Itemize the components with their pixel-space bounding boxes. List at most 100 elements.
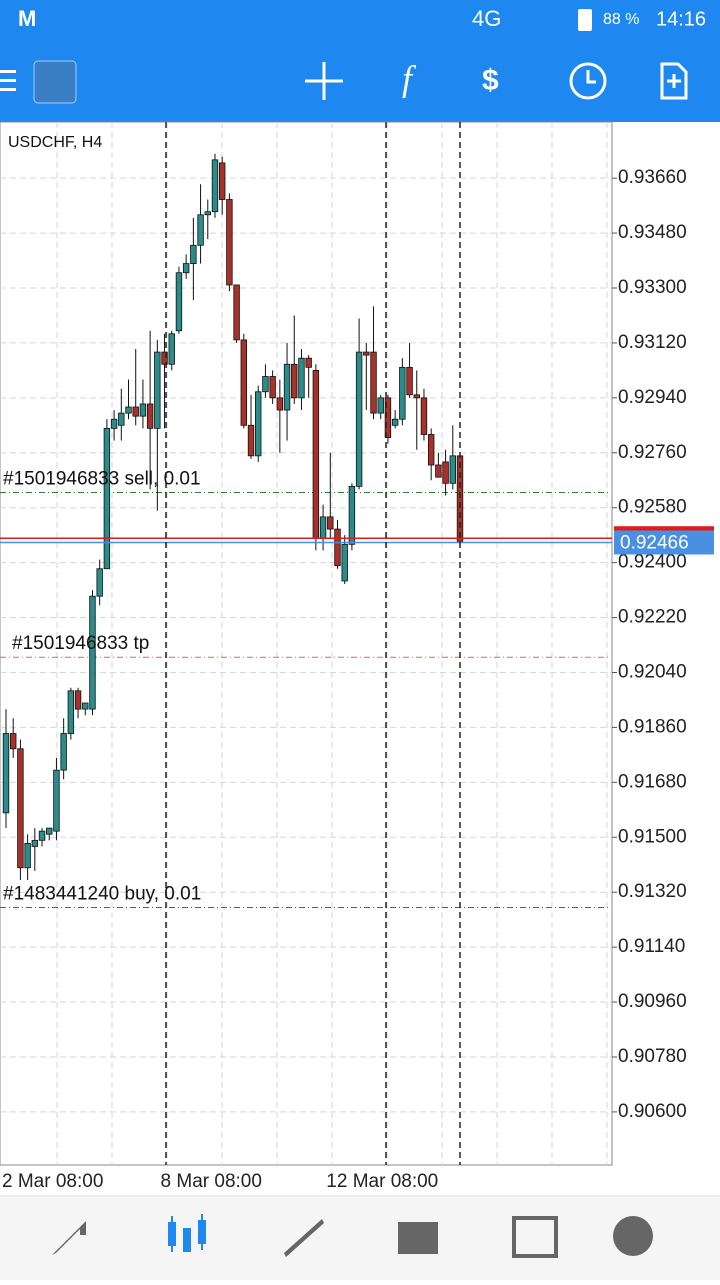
candle-body xyxy=(341,543,348,582)
candle-body xyxy=(370,351,377,414)
candle-body xyxy=(74,690,82,710)
candle-body xyxy=(399,366,406,420)
battery: 88 % xyxy=(603,11,639,28)
candle-body xyxy=(125,406,132,414)
y-tick-label: 0.93660 xyxy=(618,167,687,188)
candle-body xyxy=(377,397,384,414)
candle-body xyxy=(17,748,24,869)
candle-body xyxy=(197,214,204,246)
y-tick-label: 0.91320 xyxy=(618,881,687,902)
candle-body xyxy=(103,427,111,570)
candle-body xyxy=(82,702,89,710)
candle-body xyxy=(218,162,226,200)
y-tick-label: 0.92220 xyxy=(618,607,687,628)
candle-body xyxy=(334,528,341,567)
order-label: #1501946833 tp xyxy=(12,633,149,654)
x-tick-label: 2 Mar 08:00 xyxy=(2,1171,103,1192)
y-tick-label: 0.91500 xyxy=(618,826,687,847)
candle-body xyxy=(132,406,139,417)
order-label: #1501946833 sell, 0.01 xyxy=(3,468,201,489)
candle-body xyxy=(355,351,363,487)
candle-body xyxy=(146,403,154,429)
timeframe-icon[interactable] xyxy=(569,62,607,100)
gmail-icon: M xyxy=(18,6,36,31)
x-tick-label: 8 Mar 08:00 xyxy=(161,1171,262,1192)
candle-body xyxy=(46,827,53,835)
candle-body xyxy=(190,244,197,264)
candle-body xyxy=(327,516,334,530)
order-label: #1483441240 buy, 0.01 xyxy=(3,883,201,904)
y-tick-label: 0.92040 xyxy=(618,662,687,683)
network: 4G xyxy=(472,6,501,31)
trade-icon[interactable]: $ xyxy=(482,64,499,97)
candle-body xyxy=(154,351,161,429)
bottom-nav xyxy=(0,1196,720,1280)
top-bar xyxy=(0,0,720,122)
candle-body xyxy=(38,830,46,841)
candle-body xyxy=(24,842,31,869)
candle-body xyxy=(53,769,60,832)
app-logo[interactable] xyxy=(33,60,77,104)
y-tick-label: 0.93300 xyxy=(618,277,687,298)
separators xyxy=(165,122,461,1165)
new-order-icon[interactable] xyxy=(660,62,688,100)
candle-body xyxy=(175,272,183,332)
bid-tag xyxy=(614,530,714,555)
candle-body xyxy=(413,394,420,399)
candle-body xyxy=(449,455,456,484)
candle-body xyxy=(10,733,17,750)
candle-body xyxy=(276,397,284,411)
y-tick-label: 0.90780 xyxy=(618,1046,687,1067)
candle-body xyxy=(283,363,291,411)
trade-tab[interactable] xyxy=(284,1219,324,1257)
candle-body xyxy=(363,351,370,356)
plot-area xyxy=(0,121,613,1166)
candle-body xyxy=(31,839,39,847)
quotes-tab[interactable] xyxy=(52,1221,86,1255)
news-tab[interactable] xyxy=(512,1216,558,1258)
y-tick-label: 0.93480 xyxy=(618,222,687,243)
candle-body xyxy=(60,733,67,771)
candle-body xyxy=(348,485,356,545)
history-tab[interactable] xyxy=(398,1222,438,1254)
candle-body xyxy=(161,351,168,365)
x-tick-label: 12 Mar 08:00 xyxy=(326,1171,438,1192)
candle-body xyxy=(247,424,255,457)
candle-body xyxy=(96,568,103,597)
candle-body xyxy=(456,455,464,542)
battery-icon xyxy=(578,9,592,31)
candle-body xyxy=(204,211,211,216)
candle-body xyxy=(211,159,219,213)
candle-body xyxy=(391,418,399,426)
candle-body xyxy=(384,397,392,438)
candle-body xyxy=(182,263,190,274)
candle-body xyxy=(298,357,305,399)
candle-body xyxy=(233,284,240,341)
candle-body xyxy=(406,366,413,396)
candle-body xyxy=(305,357,312,368)
crosshair-icon[interactable] xyxy=(305,62,343,100)
candle-body xyxy=(139,403,147,417)
candle-body xyxy=(427,434,435,466)
candle-body xyxy=(312,369,320,539)
candle-body xyxy=(319,516,327,539)
y-tick-label: 0.92400 xyxy=(618,552,687,573)
y-tick-label: 0.92940 xyxy=(618,387,687,408)
y-tick-label: 0.92760 xyxy=(618,442,687,463)
symbol-title: USDCHF, H4 xyxy=(8,134,102,151)
chart-tab[interactable] xyxy=(168,1214,206,1252)
candle-body xyxy=(118,412,125,426)
candle-body xyxy=(435,464,442,478)
y-tick-label: 0.91680 xyxy=(618,771,687,792)
candle-body xyxy=(226,199,233,286)
candle-body xyxy=(240,339,248,426)
chat-tab[interactable] xyxy=(613,1216,653,1256)
nav-icons[interactable] xyxy=(52,1214,653,1258)
menu-icon[interactable] xyxy=(0,70,16,91)
candle-body xyxy=(262,376,269,393)
candle-body xyxy=(89,595,96,710)
y-tick-label: 0.90600 xyxy=(618,1101,687,1122)
candle-body xyxy=(291,363,298,399)
